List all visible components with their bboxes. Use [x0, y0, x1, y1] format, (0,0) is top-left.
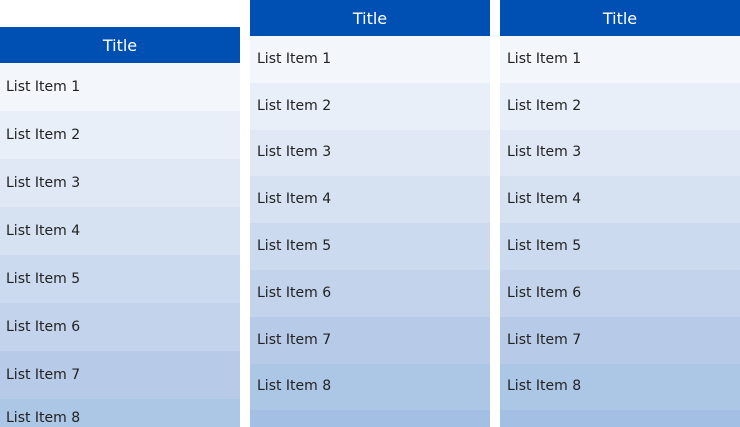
list-item[interactable]: List Item 8: [250, 363, 490, 411]
list-items: List Item 1 List Item 2 List Item 3 List It…: [0, 63, 240, 427]
list-item[interactable]: [500, 410, 740, 427]
list-item[interactable]: List Item 7: [250, 316, 490, 364]
list-item[interactable]: List Item 2: [500, 82, 740, 130]
list-item[interactable]: List Item 8: [500, 363, 740, 411]
list-item[interactable]: List Item 2: [0, 111, 240, 159]
list-items: List Item 1 List Item 2 List Item 3 List It…: [250, 36, 490, 427]
list-item[interactable]: List Item 1: [250, 36, 490, 83]
panel-title: Title: [250, 0, 490, 36]
list-item[interactable]: List Item 4: [0, 207, 240, 255]
list-item[interactable]: List Item 1: [0, 63, 240, 111]
list-item[interactable]: List Item 8: [0, 399, 240, 427]
list-item[interactable]: List Item 7: [500, 316, 740, 364]
list-item[interactable]: List Item 2: [250, 82, 490, 130]
list-item[interactable]: List Item 5: [250, 223, 490, 270]
panel-title: Title: [500, 0, 740, 36]
list-item[interactable]: List Item 5: [0, 255, 240, 303]
list-item[interactable]: List Item 3: [250, 129, 490, 177]
list-item[interactable]: List Item 6: [250, 269, 490, 317]
list-item[interactable]: List Item 5: [500, 223, 740, 270]
list-item[interactable]: List Item 3: [500, 129, 740, 177]
list-item[interactable]: List Item 1: [500, 36, 740, 83]
list-item[interactable]: List Item 4: [250, 176, 490, 224]
list-item[interactable]: List Item 4: [500, 176, 740, 224]
list-item[interactable]: [250, 410, 490, 427]
list-item[interactable]: List Item 7: [0, 351, 240, 399]
list-item[interactable]: List Item 6: [0, 303, 240, 351]
list-item[interactable]: List Item 3: [0, 159, 240, 207]
list-items: List Item 1 List Item 2 List Item 3 List It…: [500, 36, 740, 427]
list-item[interactable]: List Item 6: [500, 269, 740, 317]
panel-title: Title: [0, 27, 240, 63]
